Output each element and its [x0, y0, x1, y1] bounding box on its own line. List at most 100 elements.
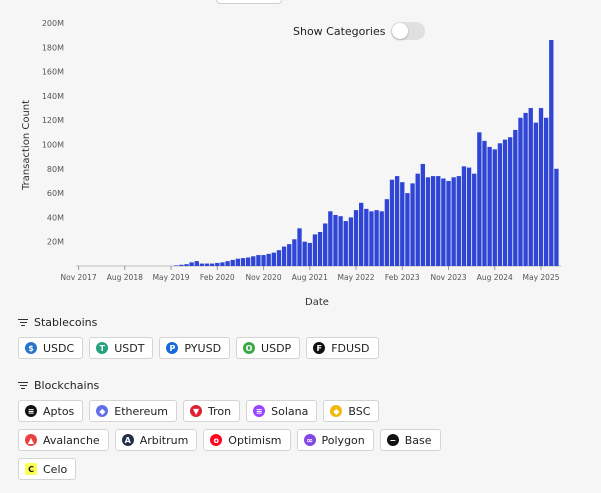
blockchain-chip-optimism[interactable]: o Optimism — [203, 429, 291, 451]
bar — [451, 177, 456, 266]
blockchain-chip-arbitrum[interactable]: A Arbitrum — [114, 429, 198, 451]
bar — [343, 221, 348, 266]
bar — [543, 117, 549, 267]
chip-label: Base — [404, 433, 432, 447]
bar — [482, 140, 487, 266]
bar — [436, 176, 441, 266]
bar — [194, 261, 199, 266]
y-tick-label: 60M — [47, 189, 64, 198]
blockchains-title: Blockchains — [34, 379, 100, 392]
bar — [184, 264, 189, 266]
bar — [389, 179, 395, 266]
chip-label: FDUSD — [331, 341, 370, 355]
blockchain-chip-polygon[interactable]: ∞ Polygon — [296, 429, 374, 451]
bar — [245, 257, 251, 266]
bar — [199, 263, 205, 266]
bar — [384, 199, 390, 266]
bar — [292, 239, 297, 266]
bar — [430, 176, 436, 266]
polygon-icon: ∞ — [303, 434, 316, 446]
y-tick-label: 80M — [47, 165, 64, 174]
y-tick-label: 40M — [47, 213, 64, 222]
stablecoins-chip-row: $ USDC T USDT P PYUSD O USDP F FDUSD — [18, 337, 379, 359]
blockchain-chip-celo[interactable]: C Celo — [18, 458, 77, 480]
bar — [502, 139, 508, 266]
bar — [425, 177, 431, 266]
chip-label: BSC — [348, 404, 371, 418]
bar — [400, 182, 405, 266]
bar — [410, 183, 415, 266]
blockchain-chip-ethereum[interactable]: ◆ Ethereum — [89, 400, 178, 422]
blockchains-chip-row-2: ▲ Avalanche A Arbitrum o Optimism ∞ Polygon − Bas… — [18, 429, 441, 451]
bar — [518, 117, 523, 267]
y-tick-label: 160M — [42, 68, 64, 77]
bar — [302, 241, 307, 266]
stablecoins-title: Stablecoins — [34, 316, 98, 329]
bar — [420, 163, 426, 266]
x-tick-label: Feb 2023 — [385, 273, 420, 282]
bar — [446, 180, 451, 266]
stablecoin-chip-usdc[interactable]: $ USDC — [18, 337, 84, 359]
blockchain-chip-aptos[interactable]: ≡ Aptos — [18, 400, 84, 422]
stablecoin-chip-pyusd[interactable]: P PYUSD — [159, 337, 231, 359]
bar — [364, 208, 369, 266]
x-axis-label: Date — [305, 297, 329, 308]
x-tick-label: Aug 2021 — [292, 273, 328, 282]
stablecoin-chip-fdusd[interactable]: F FDUSD — [306, 337, 379, 359]
chip-label: Polygon — [321, 433, 365, 447]
usdc-icon: $ — [25, 342, 37, 354]
solana-icon: ≡ — [253, 405, 266, 417]
bar — [220, 262, 225, 266]
chip-label: Ethereum — [114, 404, 169, 418]
y-tick-label: 120M — [42, 116, 64, 125]
chip-label: Celo — [43, 462, 68, 476]
bar — [240, 258, 246, 266]
bar — [266, 253, 271, 266]
blockchain-chip-base[interactable]: − Base — [379, 429, 441, 451]
x-tick-label: Aug 2024 — [477, 273, 513, 282]
x-tick-label: May 2022 — [338, 273, 375, 282]
bar — [528, 108, 533, 266]
blockchains-chip-row-3: C Celo — [18, 458, 77, 480]
bar — [441, 178, 446, 266]
y-tick-label: 20M — [47, 238, 64, 247]
blockchain-chip-solana[interactable]: ≡ Solana — [246, 400, 318, 422]
bar — [209, 263, 215, 266]
bar — [497, 143, 503, 266]
stablecoin-chip-usdp[interactable]: O USDP — [236, 337, 301, 359]
bar — [189, 262, 194, 266]
transaction-count-chart: 20M 40M 60M 80M 100M 120M 140M 160M 180M 200M Nov … — [21, 19, 561, 308]
chip-label: USDC — [43, 341, 75, 355]
bar — [466, 167, 472, 266]
blockchain-chip-bsc[interactable]: ◆ BSC — [323, 400, 380, 422]
ethereum-icon: ◆ — [96, 405, 109, 417]
show-categories-toggle-group[interactable]: Show Categories — [293, 21, 426, 41]
blockchain-chip-tron[interactable]: ▼ Tron — [183, 400, 241, 422]
chip-label: Optimism — [228, 433, 282, 447]
bar — [492, 149, 497, 266]
bar — [405, 193, 410, 266]
x-tick-label: May 2019 — [153, 273, 190, 282]
base-icon: − — [386, 434, 399, 446]
show-categories-toggle[interactable] — [391, 22, 426, 40]
bar — [461, 166, 467, 266]
blockchain-chip-avalanche[interactable]: ▲ Avalanche — [18, 429, 109, 451]
bar — [379, 211, 384, 266]
fdusd-icon: F — [313, 342, 326, 354]
bar — [472, 173, 477, 266]
bar — [508, 137, 513, 266]
bar — [487, 146, 492, 266]
bar — [215, 262, 220, 266]
y-axis-label: Transaction Count — [21, 100, 32, 191]
filter-icon — [18, 317, 28, 328]
chip-label: Solana — [271, 404, 309, 418]
show-categories-label: Show Categories — [293, 24, 386, 38]
y-tick-label: 200M — [42, 19, 64, 28]
bar — [251, 256, 256, 266]
toggle-knob — [392, 23, 409, 39]
bar — [307, 242, 312, 266]
stablecoin-chip-usdt[interactable]: T USDT — [89, 337, 154, 359]
blockchains-section-title: Blockchains — [18, 379, 99, 392]
usdt-icon: T — [96, 342, 109, 354]
bar — [230, 259, 235, 266]
